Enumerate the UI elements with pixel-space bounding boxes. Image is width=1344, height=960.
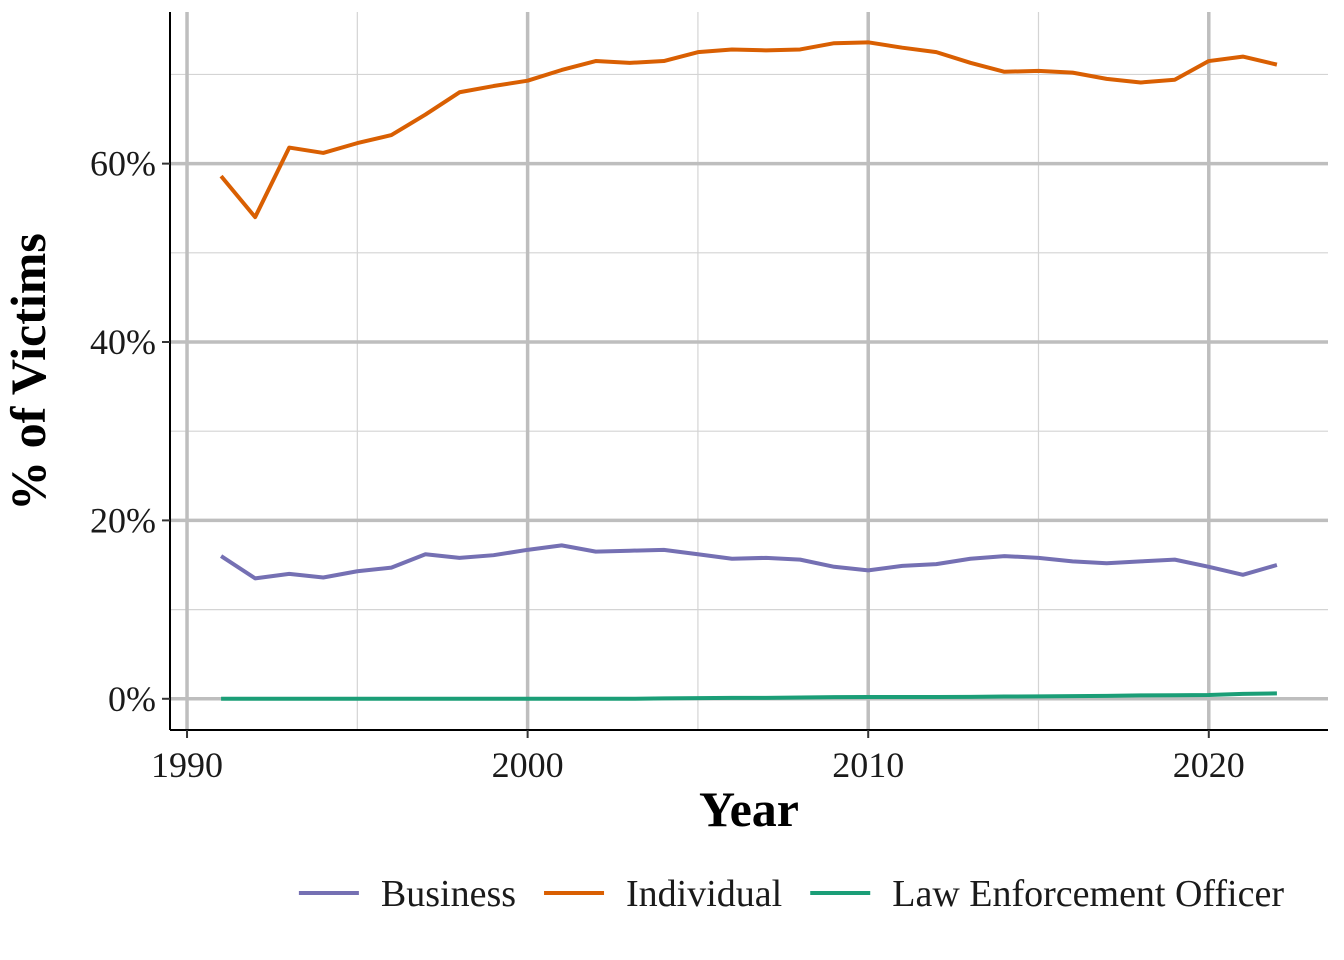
y-tick-label: 20%	[90, 500, 156, 540]
legend-label: Individual	[626, 873, 782, 915]
x-tick-label: 2000	[492, 745, 564, 785]
series-lines	[219, 40, 1278, 701]
legend: Business Individual Law Enforcement Office…	[298, 873, 1284, 915]
x-tick-label: 1990	[151, 745, 223, 785]
y-tick-label: 0%	[108, 679, 156, 719]
x-tick-label: 2020	[1173, 745, 1245, 785]
y-tick-label: 40%	[90, 322, 156, 362]
legend-label: Business	[381, 873, 516, 915]
x-tick-label: 2010	[832, 745, 904, 785]
minor-gridlines	[170, 12, 1328, 730]
tick-labels: 1990 2000 2010 2020 0% 20% 40% 60%	[90, 144, 1245, 785]
y-tick-label: 60%	[90, 144, 156, 184]
x-axis-title: Year	[699, 781, 799, 837]
axes	[162, 12, 1328, 738]
y-axis-title: % of Victims	[0, 233, 56, 511]
legend-label: Law Enforcement Officer	[892, 873, 1284, 915]
series-line-individual	[219, 40, 1278, 220]
series-line-law-enforcement-officer	[221, 691, 1277, 701]
series-line-business	[219, 543, 1278, 581]
